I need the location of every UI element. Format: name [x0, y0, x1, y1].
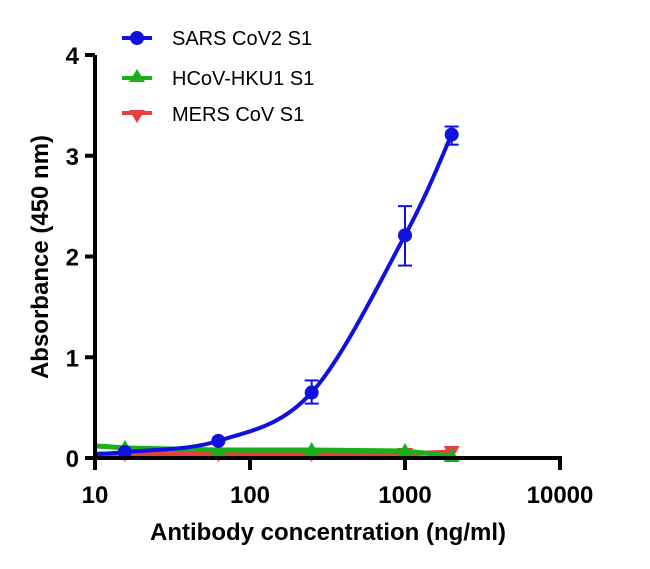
- data-point: [397, 442, 413, 457]
- series-layer: [94, 125, 460, 462]
- legend-label-sars: SARS CoV2 S1: [172, 28, 312, 50]
- x-axis-title: Antibody concentration (ng/ml): [150, 519, 506, 546]
- data-point: [398, 228, 412, 243]
- data-point: [444, 127, 459, 142]
- legend-marker-mers: [129, 110, 145, 123]
- legend-label-hku1: HCoV-HKU1 S1: [172, 68, 314, 90]
- y-tick-label: 3: [66, 144, 79, 171]
- y-tick-label: 0: [66, 446, 79, 473]
- legend-marker-sars: [130, 31, 144, 45]
- data-point: [117, 444, 132, 459]
- y-tick-label: 1: [66, 345, 79, 372]
- data-point: [304, 385, 319, 400]
- y-axis-title: Absorbance (450 nm): [27, 135, 54, 379]
- series-curve: [94, 133, 454, 456]
- x-tick-label: 10: [82, 482, 109, 509]
- series-sars-cov2-s1: [94, 125, 459, 459]
- data-point: [303, 441, 320, 456]
- y-tick-label: 4: [66, 43, 80, 70]
- legend-item-sars-cov2-s1: SARS CoV2 S1: [122, 28, 312, 50]
- data-point: [210, 441, 227, 456]
- x-tick-label: 1000: [378, 482, 431, 509]
- legend-label-mers: MERS CoV S1: [172, 104, 304, 126]
- x-tick-label: 100: [230, 482, 270, 509]
- legend-marker-hku1: [129, 69, 145, 82]
- legend-item-mers-cov-s1: MERS CoV S1: [122, 104, 304, 126]
- data-point: [211, 433, 226, 448]
- legend-item-hcov-hku1-s1: HCoV-HKU1 S1: [122, 68, 314, 90]
- x-tick-label: 10000: [527, 482, 594, 509]
- y-tick-label: 2: [66, 245, 79, 272]
- axes-layer: [93, 55, 562, 460]
- legend: SARS CoV2 S1 HCoV-HKU1 S1 MERS CoV S1: [122, 28, 314, 126]
- ticks-layer: 0 1 2 3 4 10 100 1000 10000: [66, 43, 594, 509]
